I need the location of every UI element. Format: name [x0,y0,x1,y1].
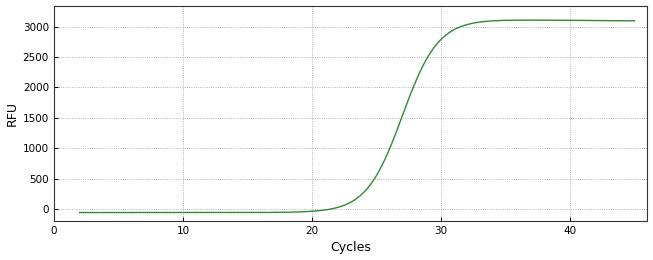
X-axis label: Cycles: Cycles [330,242,371,255]
Y-axis label: RFU: RFU [6,101,18,126]
